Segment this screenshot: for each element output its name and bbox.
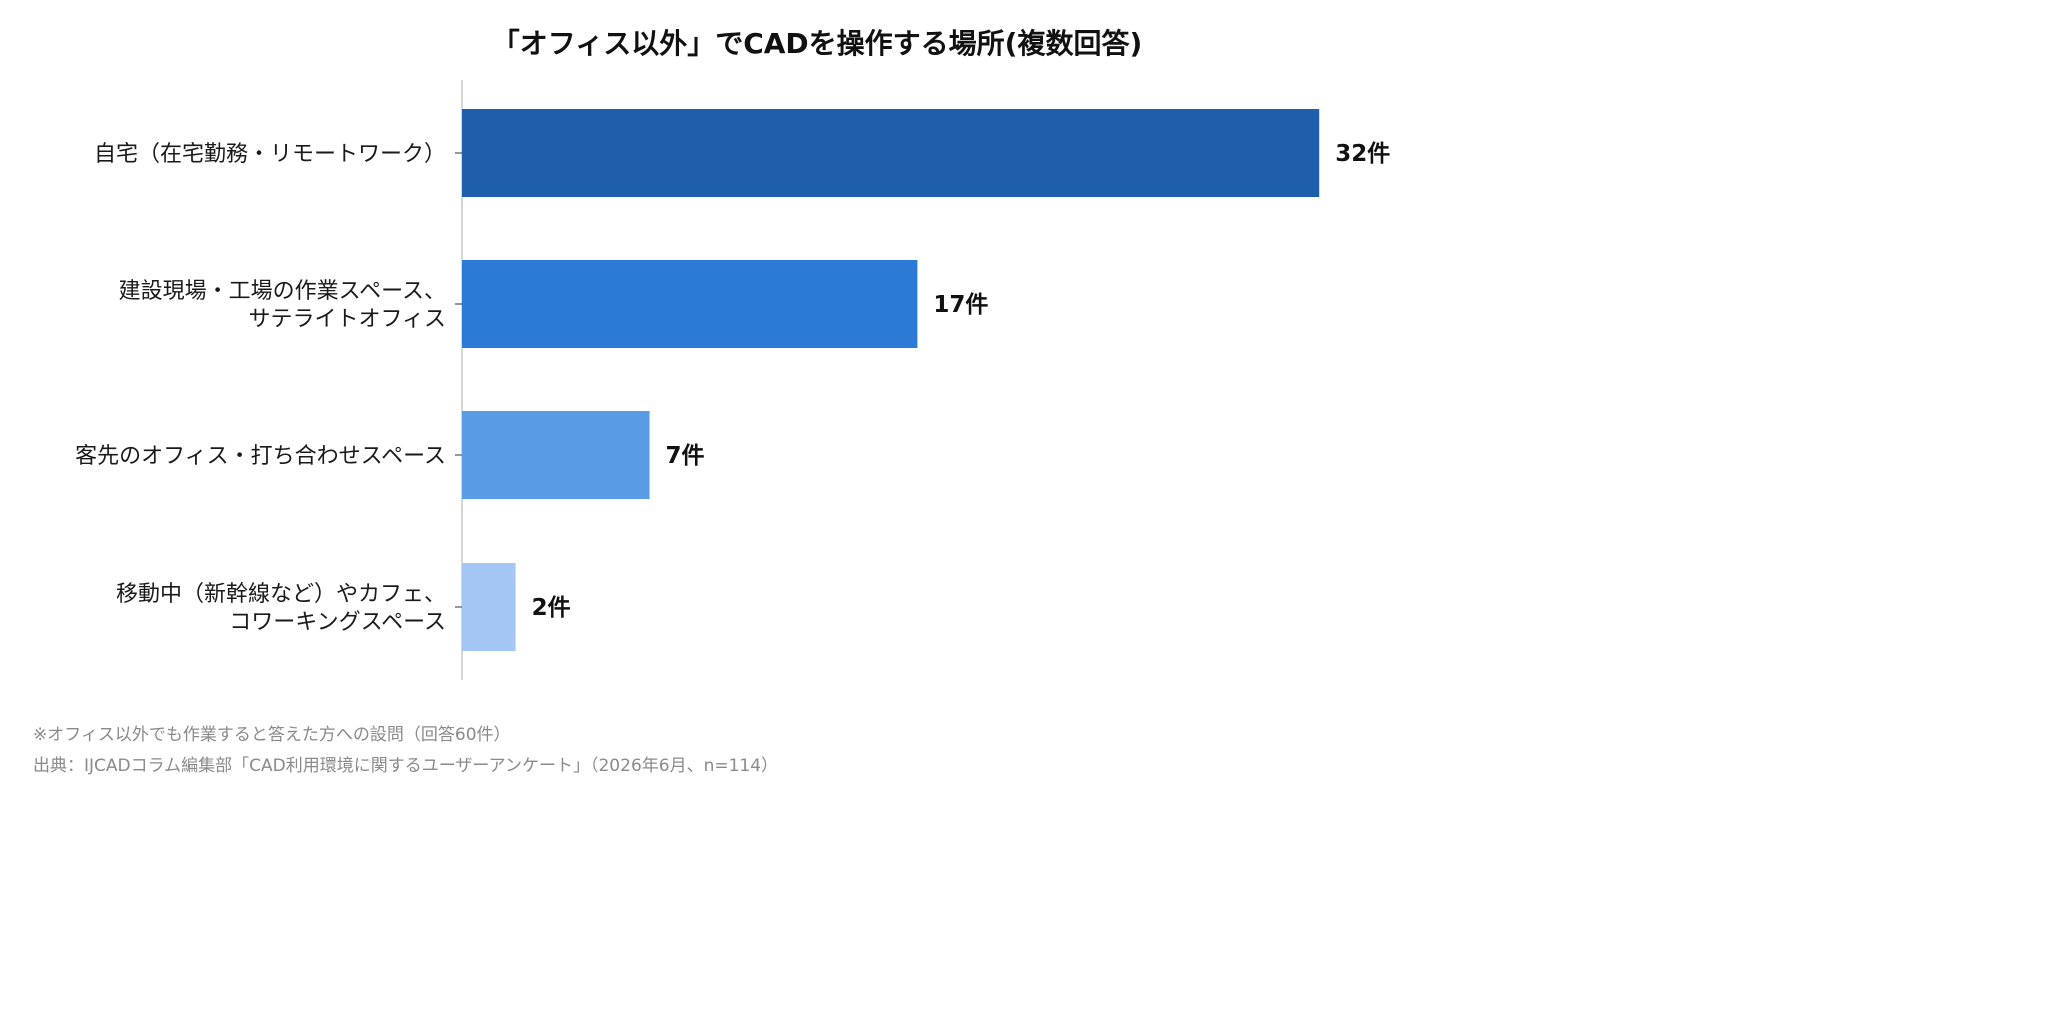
value-label-4: 2件 <box>532 595 571 621</box>
bar-2 <box>462 260 918 348</box>
plot-area: 32件 自宅（在宅勤務・リモートワーク） 17件 建設現場・工場の作業スペース、サテラ… <box>75 80 1390 680</box>
category-label-line: サテライトオフィス <box>248 307 446 332</box>
category-label-1: 自宅（在宅勤務・リモートワーク） <box>94 142 446 167</box>
category-label-line: 自宅（在宅勤務・リモートワーク） <box>94 142 446 167</box>
bar-4 <box>462 563 516 651</box>
bar-3 <box>462 411 650 499</box>
category-label-line: 客先のオフィス・打ち合わせスペース <box>75 444 446 469</box>
chart-title: 「オフィス以外」でCADを操作する場所(複数回答) <box>492 27 1143 60</box>
value-label-2: 17件 <box>933 292 988 318</box>
bar-1 <box>462 109 1320 197</box>
category-label-4: 移動中（新幹線など）やカフェ、コワーキングスペース <box>116 582 446 635</box>
survey-note: ※オフィス以外でも作業すると答えた方への設問（回答60件） <box>33 725 511 745</box>
source-note: 出典：IJCADコラム編集部「CAD利用環境に関するユーザーアンケート」（202… <box>33 756 778 776</box>
category-label-3: 客先のオフィス・打ち合わせスペース <box>75 444 446 469</box>
value-label-1: 32件 <box>1335 141 1390 167</box>
chart: 「オフィス以外」でCADを操作する場所(複数回答) 32件 自宅（在宅勤務・リモー… <box>33 27 1390 776</box>
category-label-line: コワーキングスペース <box>229 610 446 635</box>
category-label-line: 移動中（新幹線など）やカフェ、 <box>116 582 446 607</box>
category-label-line: 建設現場・工場の作業スペース、 <box>119 279 446 304</box>
value-label-3: 7件 <box>666 443 705 469</box>
category-label-2: 建設現場・工場の作業スペース、サテライトオフィス <box>119 279 446 332</box>
